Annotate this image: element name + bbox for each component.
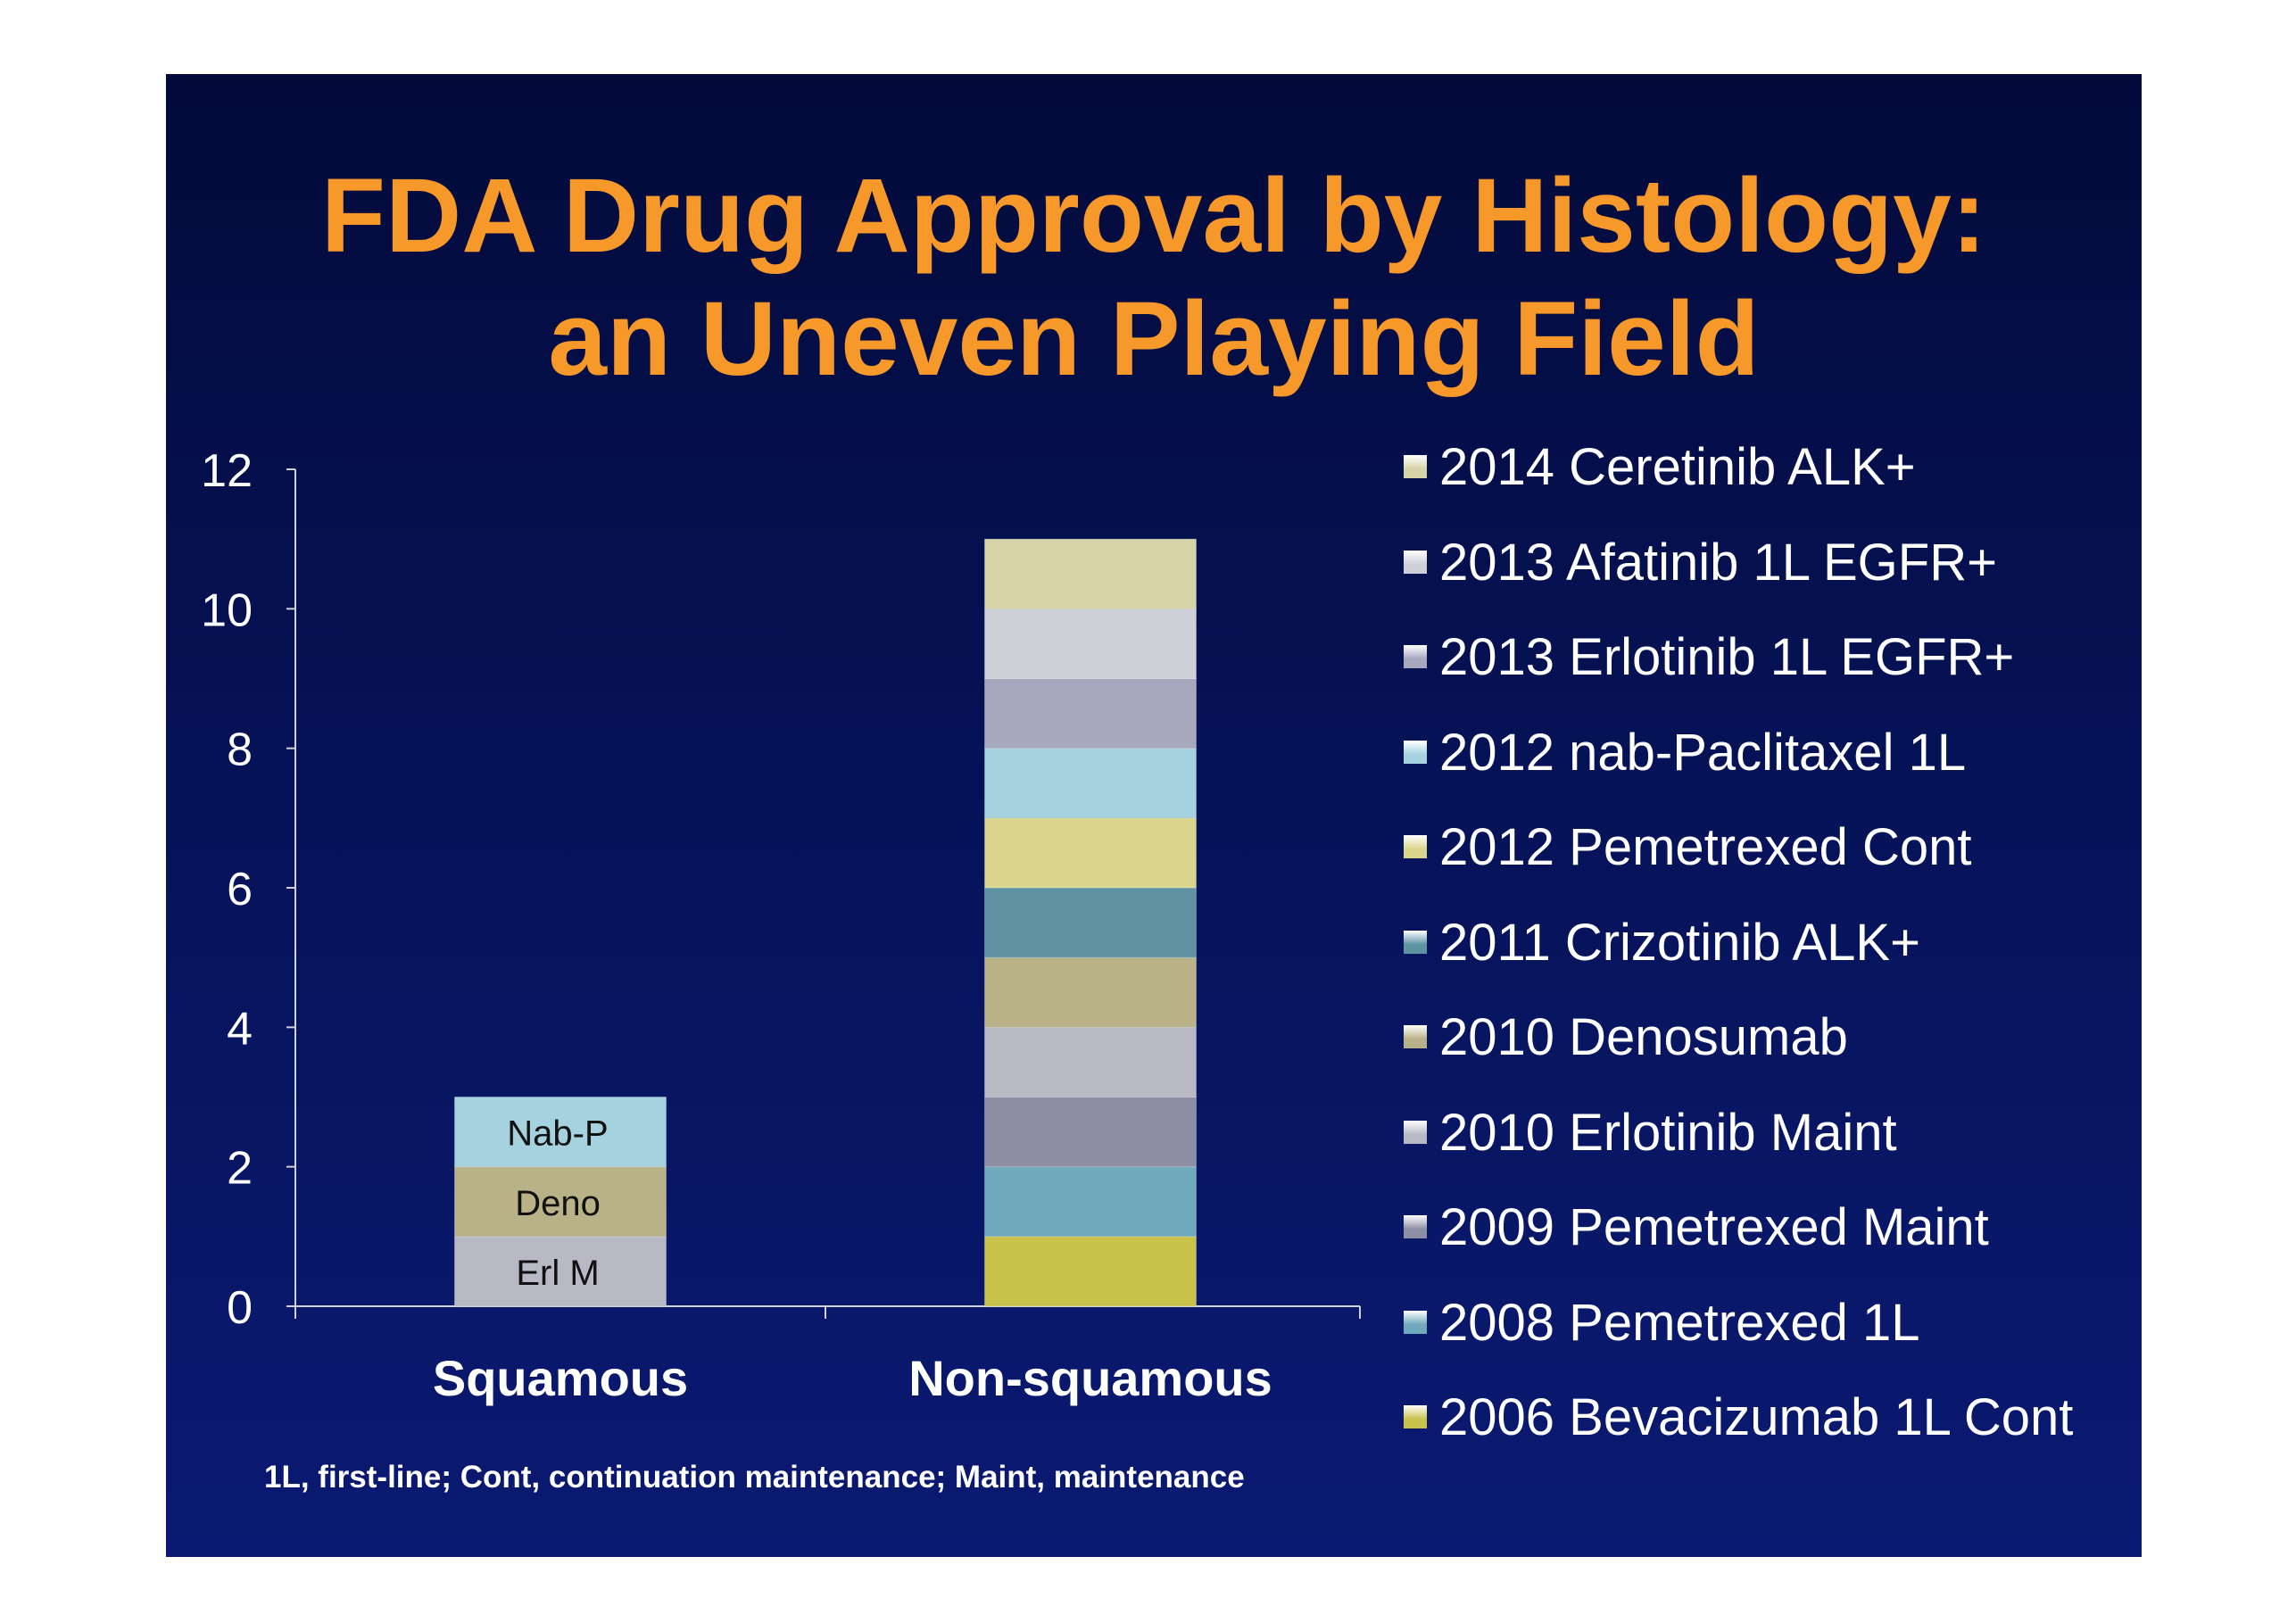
- slide: FDA Drug Approval by Histology: an Uneve…: [166, 74, 2142, 1557]
- legend-label: 2012 Pemetrexed Cont: [1439, 818, 1972, 876]
- legend-label: 2010 Erlotinib Maint: [1439, 1103, 1897, 1162]
- bar-segment-non-squamous-8: [984, 678, 1197, 749]
- slide-title: FDA Drug Approval by Histology: an Uneve…: [166, 154, 2142, 401]
- bar-segment-non-squamous-2: [984, 1097, 1197, 1168]
- legend-swatch: [1404, 740, 1427, 764]
- y-tick-label-4: 8: [227, 725, 253, 776]
- legend-label: 2009 Pemetrexed Maint: [1439, 1198, 1989, 1256]
- bar-segment-non-squamous-9: [984, 608, 1197, 679]
- footnote: 1L, first-line; Cont, continuation maint…: [264, 1460, 1245, 1495]
- bar-label-deno: Deno: [515, 1184, 601, 1223]
- legend-label: 2006 Bevacizumab 1L Cont: [1439, 1388, 2074, 1446]
- legend-swatch: [1404, 550, 1427, 574]
- bar-segment-non-squamous-4: [984, 956, 1197, 1028]
- y-tick-label-6: 12: [201, 445, 253, 497]
- bar-segment-non-squamous-6: [984, 817, 1197, 889]
- title-line-2: an Uneven Playing Field: [548, 280, 1760, 398]
- legend-label: 2012 nab-Paclitaxel 1L: [1439, 723, 1967, 782]
- title-line-1: FDA Drug Approval by Histology:: [320, 157, 1987, 275]
- legend-swatch: [1404, 1405, 1427, 1428]
- legend-swatch: [1404, 1120, 1427, 1144]
- bar-label-nab-p: Nab-P: [507, 1114, 608, 1154]
- y-tick-label-5: 10: [201, 584, 253, 636]
- bar-segment-non-squamous-0: [984, 1236, 1197, 1307]
- legend-label: 2013 Erlotinib 1L EGFR+: [1439, 628, 2015, 686]
- legend-swatch: [1404, 1025, 1427, 1048]
- legend-swatch: [1404, 645, 1427, 668]
- legend-label: 2013 Afatinib 1L EGFR+: [1439, 533, 1997, 592]
- bar-segment-non-squamous-10: [984, 538, 1197, 609]
- legend-label: 2014 Ceretinib ALK+: [1439, 438, 1916, 496]
- bar-segment-squamous-3: [454, 1236, 667, 1307]
- bar-label-erl-m: Erl M: [516, 1254, 599, 1293]
- legend-swatch: [1404, 1215, 1427, 1238]
- x-category-label-1: Non-squamous: [908, 1350, 1272, 1406]
- bar-segment-non-squamous-1: [984, 1166, 1197, 1238]
- legend-label: 2008 Pemetrexed 1L: [1439, 1293, 1920, 1352]
- legend-swatch: [1404, 835, 1427, 858]
- legend-label: 2011 Crizotinib ALK+: [1439, 913, 1920, 972]
- legend-swatch: [1404, 930, 1427, 954]
- bar-segment-squamous-4: [454, 1166, 667, 1238]
- x-category-label-0: Squamous: [433, 1350, 688, 1406]
- legend-swatch: [1404, 455, 1427, 478]
- bar-segment-non-squamous-7: [984, 748, 1197, 819]
- y-tick-label-2: 4: [227, 1003, 253, 1055]
- legend-swatch: [1404, 1310, 1427, 1334]
- legend-label: 2010 Denosumab: [1439, 1008, 1848, 1066]
- y-tick-label-3: 6: [227, 864, 253, 915]
- y-tick-label-0: 0: [227, 1282, 253, 1334]
- bar-segment-non-squamous-5: [984, 887, 1197, 958]
- stacked-bar-chart: 0 2 4 6 8 10 12 Erl M Deno Nab-P Squamous Non-squam…: [201, 445, 1361, 1406]
- bar-segment-squamous-7: [454, 1097, 667, 1168]
- y-tick-label-1: 2: [227, 1143, 253, 1195]
- bar-segment-non-squamous-3: [984, 1026, 1197, 1098]
